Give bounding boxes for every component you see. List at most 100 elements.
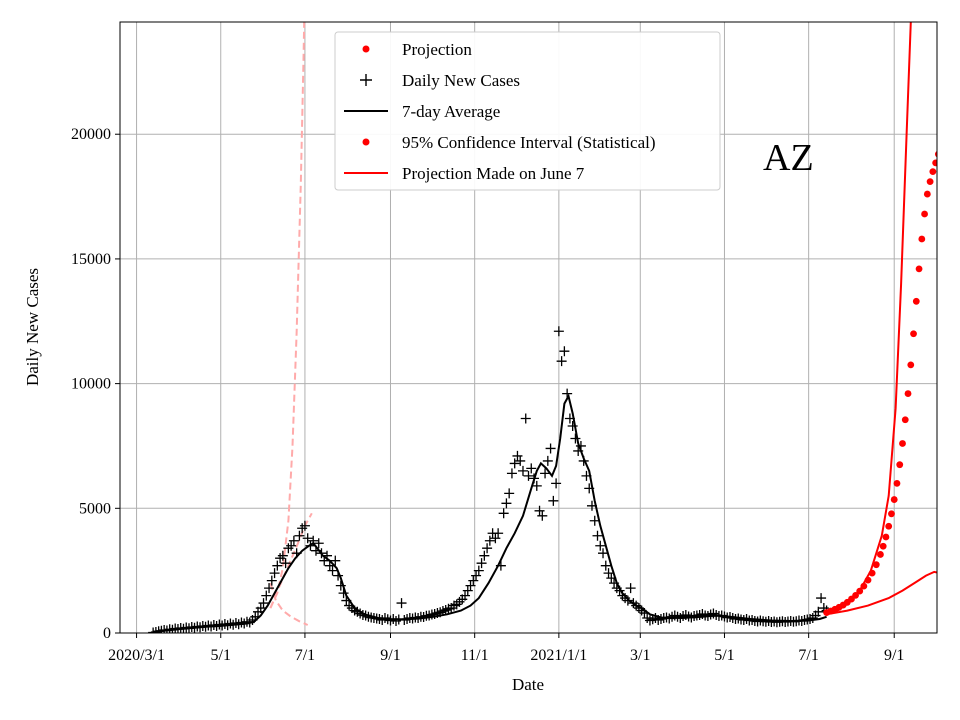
legend-dot-icon: [362, 138, 370, 146]
projection-dot: [899, 440, 906, 447]
y-tick-label: 15000: [71, 251, 111, 268]
daily-case-marker: [556, 356, 567, 367]
projection-dot: [941, 133, 948, 140]
daily-case-marker: [807, 613, 818, 624]
daily-case-marker: [299, 520, 310, 531]
daily-case-marker: [509, 458, 520, 469]
y-tick-label: 20000: [71, 126, 111, 143]
projection-dot: [856, 587, 864, 595]
daily-case-marker: [620, 593, 631, 604]
x-tick-label: 9/1: [884, 647, 904, 664]
pink-ci-line: [269, 512, 313, 609]
projection-dot: [852, 591, 859, 599]
x-tick-label: 2020/3/1: [108, 647, 165, 664]
projection-dot: [945, 118, 952, 125]
daily-case-marker: [330, 555, 341, 566]
projection-dot: [912, 297, 920, 305]
x-tick-label: 3/1: [630, 647, 650, 664]
projection-dot: [910, 330, 917, 338]
avg-7day-line: [153, 393, 827, 633]
x-tick-label: 5/1: [714, 647, 734, 664]
daily-case-marker: [498, 508, 509, 519]
daily-case-marker: [531, 480, 542, 491]
projection-dot: [879, 542, 887, 550]
y-axis: 0 5000 10000 15000 20000: [71, 126, 120, 642]
daily-case-marker: [542, 455, 553, 466]
projection-dot: [934, 151, 937, 158]
daily-case-marker: [672, 611, 683, 622]
projection-dot: [890, 496, 898, 503]
projection-dot: [860, 582, 868, 590]
daily-case-marker: [294, 530, 305, 541]
daily-case-marker: [517, 465, 528, 476]
daily-case-marker: [327, 565, 338, 576]
projection-dot: [923, 190, 931, 198]
legend-label: Projection Made on June 7: [402, 164, 585, 183]
projection-dot: [888, 510, 895, 518]
legend-label: Daily New Cases: [402, 71, 520, 90]
x-tick-label: 11/1: [461, 647, 489, 664]
state-label: AZ: [763, 137, 814, 179]
x-tick-label: 7/1: [798, 647, 818, 664]
legend-item: 95% Confidence Interval (Statistical): [362, 133, 656, 152]
projection-dot: [938, 142, 945, 149]
daily-case-marker: [600, 560, 611, 571]
x-axis: 2020/3/1 5/1 7/1 9/1 11/1 2021/1/1 3/1 5/1 7/1 9/…: [108, 633, 904, 664]
projection-dot: [877, 551, 884, 558]
projection-dot: [915, 265, 923, 273]
daily-case-marker: [813, 606, 824, 617]
daily-case-marker: [512, 450, 523, 461]
pink-early-rise-line: [269, 22, 306, 609]
y-tick-label: 5000: [79, 500, 111, 517]
daily-case-marker: [570, 433, 581, 444]
projection-dot: [885, 522, 893, 530]
daily-case-marker: [534, 505, 545, 516]
projection-dot: [868, 569, 876, 577]
daily-case-marker: [313, 538, 324, 549]
x-tick-label: 2021/1/1: [530, 647, 587, 664]
daily-case-marker: [551, 478, 562, 489]
projection-dot: [932, 159, 937, 167]
daily-case-marker: [261, 590, 272, 601]
projection-dot: [872, 561, 880, 569]
daily-case-marker: [545, 443, 556, 454]
daily-case-marker: [526, 463, 537, 474]
daily-case-marker: [473, 565, 484, 576]
daily-case-marker: [424, 610, 435, 621]
daily-case-marker: [625, 583, 636, 594]
projection-dot: [921, 210, 928, 218]
projection-dot: [943, 125, 950, 132]
daily-case-marker: [523, 470, 534, 481]
projection-dot: [896, 461, 904, 469]
projection-dot: [882, 533, 890, 541]
daily-case-marker: [391, 616, 402, 627]
daily-case-marker: [515, 455, 526, 466]
daily-case-marker: [280, 558, 291, 569]
daily-case-marker: [462, 585, 473, 596]
daily-cases-series: [148, 326, 832, 633]
daily-case-marker: [269, 568, 280, 579]
daily-case-marker: [548, 495, 559, 506]
daily-case-marker: [484, 535, 495, 546]
ci-lower-line: [826, 570, 937, 616]
projection-dot: [926, 178, 934, 186]
daily-case-marker: [559, 346, 570, 357]
daily-case-marker: [479, 550, 490, 561]
x-tick-label: 5/1: [211, 647, 231, 664]
daily-case-marker: [471, 570, 482, 581]
projection-dot: [918, 235, 926, 243]
data-layer: [148, 22, 952, 633]
daily-case-marker: [520, 413, 531, 424]
daily-case-marker: [482, 543, 493, 554]
daily-case-marker: [537, 510, 548, 521]
daily-case-marker: [595, 540, 606, 551]
x-axis-label: Date: [512, 675, 544, 694]
daily-case-marker: [302, 533, 313, 544]
legend-dot-icon: [362, 45, 370, 53]
legend: Projection Daily New Cases 7-day Average 95…: [334, 31, 721, 191]
daily-case-marker: [506, 468, 517, 479]
plot-frame: [119, 21, 938, 634]
legend-item: Projection: [362, 40, 472, 59]
projection-dot: [901, 416, 909, 424]
